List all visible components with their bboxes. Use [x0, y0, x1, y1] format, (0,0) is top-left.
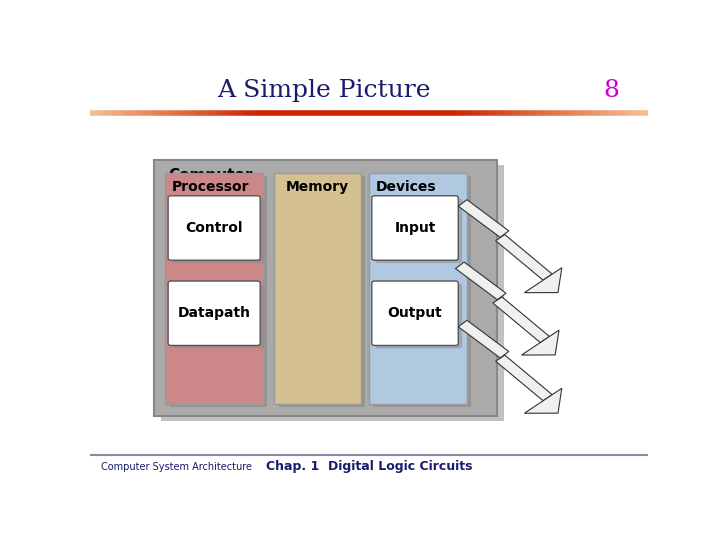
Text: Computer: Computer: [168, 168, 253, 183]
FancyBboxPatch shape: [374, 176, 471, 407]
FancyBboxPatch shape: [279, 176, 365, 407]
Text: Computer System Architecture: Computer System Architecture: [101, 462, 252, 472]
FancyBboxPatch shape: [372, 196, 459, 260]
Polygon shape: [493, 297, 549, 342]
FancyBboxPatch shape: [369, 173, 467, 404]
Text: Devices: Devices: [376, 180, 436, 194]
Polygon shape: [524, 388, 562, 413]
Polygon shape: [495, 355, 552, 401]
FancyBboxPatch shape: [372, 281, 459, 346]
FancyBboxPatch shape: [168, 281, 260, 346]
Text: Input: Input: [395, 221, 436, 235]
FancyBboxPatch shape: [376, 199, 462, 263]
Text: 8: 8: [604, 79, 620, 103]
Polygon shape: [459, 320, 509, 358]
FancyBboxPatch shape: [274, 173, 361, 404]
Text: Processor: Processor: [172, 180, 250, 194]
Text: Control: Control: [186, 221, 243, 235]
Text: Datapath: Datapath: [178, 306, 251, 320]
FancyBboxPatch shape: [376, 284, 462, 348]
Polygon shape: [495, 234, 552, 280]
Polygon shape: [456, 262, 506, 300]
Text: Chap. 1  Digital Logic Circuits: Chap. 1 Digital Logic Circuits: [266, 461, 472, 474]
Polygon shape: [459, 200, 509, 238]
Polygon shape: [521, 330, 559, 355]
Text: Memory: Memory: [286, 180, 349, 194]
Text: A Simple Picture: A Simple Picture: [217, 79, 431, 103]
Text: Output: Output: [387, 306, 442, 320]
FancyBboxPatch shape: [154, 160, 498, 416]
FancyBboxPatch shape: [161, 165, 504, 421]
FancyBboxPatch shape: [168, 196, 260, 260]
FancyBboxPatch shape: [170, 176, 267, 407]
FancyBboxPatch shape: [172, 199, 264, 263]
FancyBboxPatch shape: [166, 173, 263, 404]
Polygon shape: [524, 268, 562, 293]
FancyBboxPatch shape: [172, 284, 264, 348]
